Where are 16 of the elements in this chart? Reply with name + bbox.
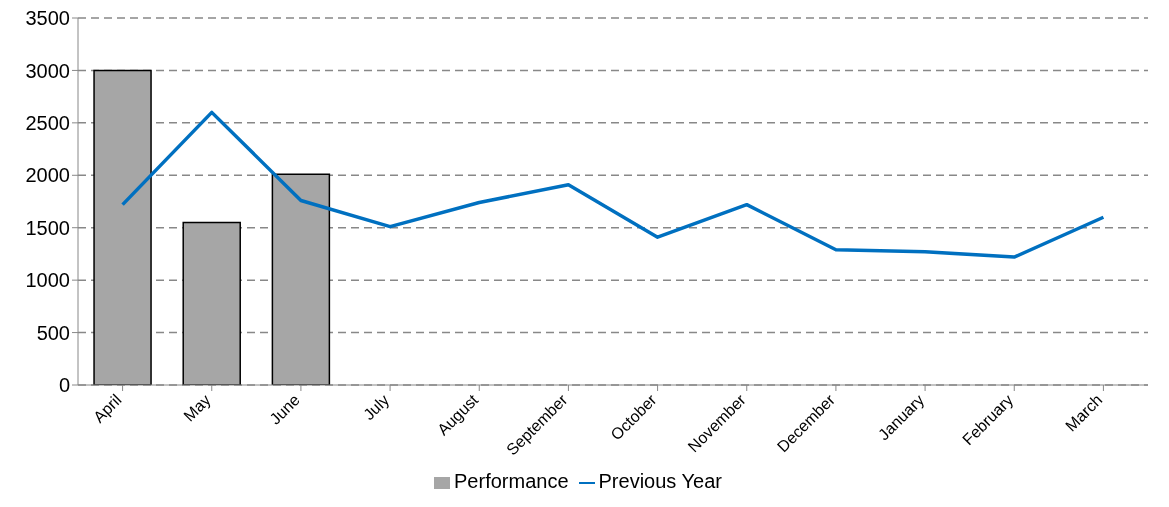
x-tick-label: July bbox=[360, 391, 393, 424]
y-tick-label: 3500 bbox=[25, 7, 70, 30]
bar bbox=[182, 221, 241, 385]
y-tick-label: 3000 bbox=[25, 59, 70, 82]
bar bbox=[271, 173, 331, 385]
legend-label: Previous Year bbox=[598, 470, 722, 492]
y-tick-label: 2500 bbox=[25, 111, 70, 134]
line-series bbox=[120, 110, 1106, 259]
x-tick-label: May bbox=[180, 391, 214, 425]
y-tick-label: 1000 bbox=[25, 269, 70, 292]
y-tick-label: 1500 bbox=[25, 216, 70, 239]
y-tick-label: 500 bbox=[36, 321, 70, 344]
bar bbox=[93, 69, 152, 385]
legend-label: Performance bbox=[454, 470, 569, 492]
y-tick-label: 2000 bbox=[25, 164, 70, 187]
y-tick-label: 0 bbox=[58, 374, 70, 397]
